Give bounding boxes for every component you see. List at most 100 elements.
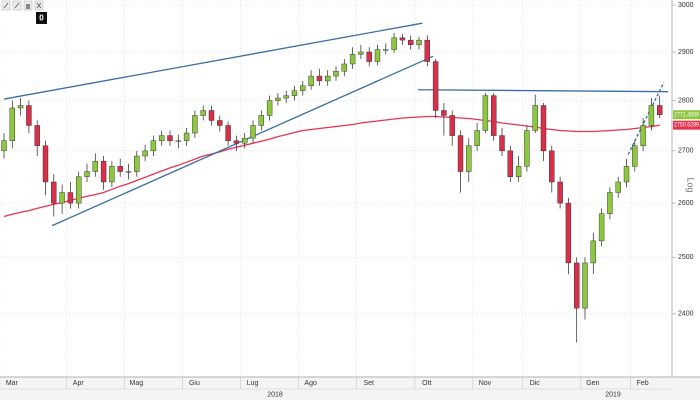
candle-body [217, 120, 223, 126]
candle-body [75, 176, 82, 204]
candle-body [183, 132, 190, 141]
candle-body [9, 107, 16, 141]
y-tick-label: 2400 [678, 311, 694, 318]
candle-body [200, 110, 206, 116]
candle-body [632, 145, 638, 167]
x-tick-label: Giu [189, 380, 200, 387]
y-tick-label: 2500 [678, 254, 694, 261]
y-tick-label: 2700 [678, 148, 694, 155]
moving-average [3, 115, 660, 218]
candle-body [466, 145, 472, 172]
candle-body [383, 49, 389, 51]
candle-body [34, 125, 40, 146]
candle-body [540, 105, 547, 152]
candle-body [457, 135, 464, 172]
x-tick-label: Ott [422, 380, 431, 387]
candle-body [67, 192, 74, 204]
candle-body [582, 262, 588, 309]
candle-body [291, 90, 298, 96]
candle-body [391, 37, 397, 50]
candle-body [225, 125, 231, 141]
last-close-tag: 2771.4500 [674, 112, 700, 118]
x-tick-label: Dic [530, 380, 541, 387]
candle-body [358, 51, 364, 55]
x-tick-label: Feb [637, 380, 649, 387]
last-close-tag-box [673, 110, 700, 120]
y-tick-label: 2900 [678, 49, 694, 56]
x-axis-panel [0, 377, 700, 400]
candle-body [109, 166, 115, 183]
plot-area [0, 0, 672, 377]
badge-box[interactable] [36, 12, 47, 24]
tool-icon [26, 4, 30, 9]
candle-body [374, 49, 381, 62]
candle-body [507, 150, 513, 177]
candle-body [349, 54, 356, 65]
candle-body [117, 166, 123, 172]
candle-body [333, 71, 339, 77]
x-tick-label: Mag [130, 380, 144, 387]
candle-body [1, 140, 7, 152]
candle-body [59, 192, 65, 204]
trend-line [418, 89, 669, 93]
candle-body [615, 181, 621, 193]
y-tick-label: 3000 [678, 2, 694, 9]
candle-body [607, 192, 613, 214]
candle-body [134, 155, 140, 172]
candle-body [26, 105, 32, 126]
x-tick-label: Nov [479, 380, 492, 387]
candle-body [125, 171, 132, 173]
tool-icon [3, 2, 9, 9]
candle-body [51, 181, 57, 204]
candle-body [150, 140, 157, 152]
x-tick-label: Lug [247, 380, 259, 387]
candle-body [366, 51, 372, 62]
candle-body [283, 95, 289, 99]
y-axis-panel [672, 0, 700, 377]
candle-body [158, 135, 165, 141]
candle-body [300, 85, 306, 91]
y-tick-label: 2800 [678, 97, 694, 104]
scale-label: Log [686, 177, 696, 192]
candle-body [515, 166, 522, 177]
x-tick-label: Gen [586, 380, 599, 387]
candle-body [590, 240, 596, 264]
year-label: 2019 [605, 391, 621, 398]
candle-body [623, 166, 630, 183]
candle-body [275, 97, 281, 101]
candle-body [266, 100, 273, 116]
candle-body [341, 63, 347, 72]
candle-body [17, 105, 24, 109]
candle-body [441, 110, 447, 116]
y-tick-label: 2600 [678, 200, 694, 207]
candle-body [308, 75, 314, 86]
ma-tag: 2750.6289 [674, 123, 700, 129]
x-tick-label: Apr [73, 380, 85, 387]
x-tick-label: Set [363, 380, 374, 387]
candle-body [648, 105, 655, 126]
year-label: 2018 [267, 391, 283, 398]
candle-body [84, 171, 90, 177]
candle-body [499, 135, 505, 152]
candle-body [424, 39, 430, 62]
candle-body [241, 137, 248, 144]
candle-body [208, 110, 215, 121]
candle-body [598, 213, 605, 242]
candle-body [316, 75, 323, 82]
trend-line [627, 82, 665, 155]
x-tick-label: Mar [6, 380, 19, 387]
candle-body [549, 150, 555, 183]
candle-body [399, 37, 406, 41]
candle-body [408, 39, 414, 46]
x-tick-label: Ago [304, 380, 317, 387]
candle-body [92, 160, 99, 172]
trend-line [3, 22, 423, 100]
candle-body [574, 262, 580, 309]
badge: 0 [39, 14, 44, 23]
candle-body [432, 61, 439, 111]
candle-body [565, 202, 572, 264]
ma-tag-box [673, 120, 700, 130]
